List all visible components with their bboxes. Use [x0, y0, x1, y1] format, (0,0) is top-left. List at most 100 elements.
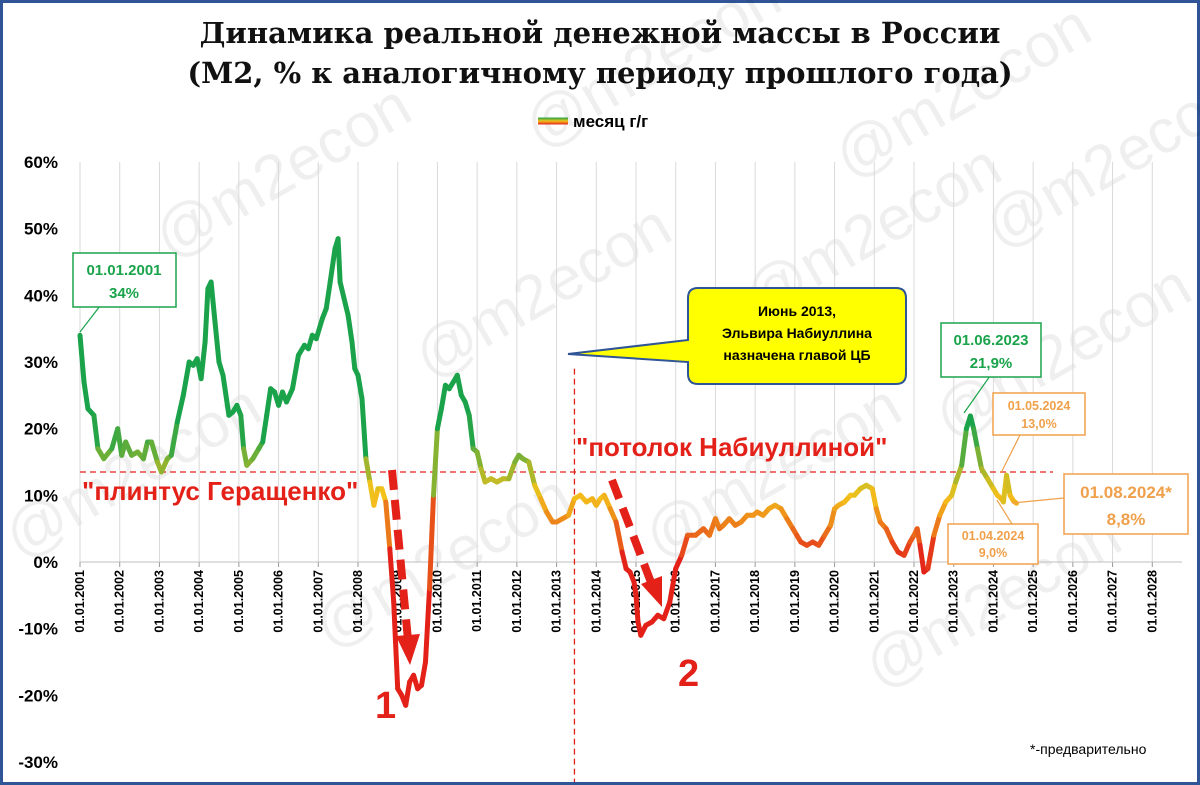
series-segment	[220, 372, 232, 418]
x-tick-label: 01.01.2026	[1066, 570, 1080, 633]
crisis-arrow-2-head	[641, 576, 662, 607]
series-segment	[959, 426, 969, 468]
series-segment	[619, 549, 629, 572]
series-segment	[914, 526, 923, 548]
y-tick-label: 0%	[33, 553, 58, 572]
series-segment	[466, 412, 476, 452]
annotation-2024-05-leader	[1000, 434, 1021, 474]
series-segment	[953, 462, 965, 485]
annotation-2024-04: 01.04.2024 9,0%	[947, 499, 1039, 565]
series-segment	[198, 339, 208, 382]
series-segment	[238, 412, 247, 452]
annotation-2001: 01.01.2001 34%	[72, 252, 177, 333]
series-segment	[168, 419, 180, 458]
y-tick-label: 10%	[24, 486, 58, 505]
x-tick-label: 01.01.2018	[748, 570, 762, 633]
series-segment	[419, 659, 428, 688]
x-tick-label: 01.01.2002	[113, 570, 127, 633]
series-segment	[387, 546, 397, 605]
y-tick-label: -10%	[18, 620, 58, 639]
x-tick-label: 01.01.2008	[351, 570, 365, 633]
crisis-label-2: 2	[678, 653, 699, 695]
callout-line1: Июнь 2013,	[758, 303, 836, 319]
chart-title-line1: Динамика реальной денежной массы в Росси…	[199, 16, 1001, 50]
x-tick-label: 01.01.2024	[986, 570, 1000, 633]
series-segment	[423, 586, 432, 665]
x-tick-label: 01.01.2019	[788, 570, 802, 633]
preliminary-note: *-предварительно	[1030, 741, 1147, 757]
x-tick-label: 01.01.2021	[867, 570, 881, 633]
series-segment	[971, 426, 980, 452]
watermark-text: @m2econ	[143, 71, 423, 273]
x-tick-label: 01.01.2022	[907, 570, 921, 633]
series-segment	[383, 499, 393, 552]
series-segment	[327, 246, 338, 285]
series-segment	[431, 426, 440, 498]
series-month-yoy	[77, 236, 1019, 708]
series-segment	[828, 506, 838, 528]
annotation-2023-leader	[963, 375, 991, 414]
x-tick-label: 01.01.2020	[828, 570, 842, 633]
y-tick-label: 50%	[24, 220, 58, 239]
series-segment	[337, 279, 347, 302]
legend-swatch-fill	[538, 117, 568, 125]
x-tick-label: 01.01.2028	[1145, 570, 1159, 633]
series-segment	[1004, 472, 1013, 498]
series-segment	[975, 446, 984, 472]
annotation-2024-08-box	[1063, 473, 1189, 535]
annotation-2024-05-value: 13,0%	[1021, 417, 1056, 431]
series-segment	[149, 439, 160, 465]
annotation-2001-date: 01.01.2001	[86, 262, 161, 279]
annotation-2023-box	[940, 322, 1042, 378]
chart-title-line2: (М2, % к аналогичному периоду прошлого г…	[187, 56, 1013, 90]
series-segment	[633, 592, 641, 625]
series-segment	[613, 519, 625, 555]
y-tick-label: 40%	[24, 286, 58, 305]
annotation-2024-05-date: 01.05.2024	[1008, 399, 1071, 413]
annotation-2024-08-date: 01.08.2024*	[1080, 483, 1172, 502]
annotation-2001-box	[72, 252, 177, 308]
x-tick-label: 01.01.2011	[470, 570, 484, 632]
annotation-2023: 01.06.2023 21,9%	[940, 322, 1042, 414]
series-segment	[180, 359, 192, 398]
callout-line3: назначена главой ЦБ	[723, 347, 870, 363]
legend: месяц г/г	[538, 112, 648, 131]
legend-label: месяц г/г	[573, 112, 648, 131]
crisis-label-1: 1	[375, 685, 396, 727]
callout-nabiullina: Июнь 2013, Эльвира Набиуллина назначена …	[567, 287, 907, 385]
plintus-label: "плинтус Геращенко"	[82, 476, 358, 506]
annotation-2023-date: 01.06.2023	[953, 332, 1028, 349]
potolok-label: "потолок Набиуллиной"	[576, 432, 888, 462]
series-segment	[931, 512, 943, 538]
series-segment	[345, 312, 355, 345]
series-segment	[355, 372, 365, 402]
y-tick-label: -20%	[18, 686, 58, 705]
series-segment	[363, 456, 373, 485]
series-segment	[667, 566, 679, 605]
annotation-2024-05-box	[992, 392, 1086, 436]
series-segment	[454, 372, 464, 398]
series-segment	[260, 412, 270, 445]
annotation-2024-04-value: 9,0%	[979, 546, 1008, 560]
callout-line2: Эльвира Набиуллина	[722, 325, 872, 341]
y-tick-label: 30%	[24, 353, 58, 372]
annotation-2023-value: 21,9%	[970, 355, 1013, 372]
series-segment	[212, 319, 222, 365]
watermark-text: @m2econ	[403, 191, 683, 393]
x-tick-label: 01.01.2006	[272, 570, 286, 633]
annotation-2024-05: 01.05.2024 13,0%	[992, 392, 1086, 474]
series-segment	[341, 296, 351, 318]
annotation-2001-value: 34%	[109, 285, 139, 302]
x-tick-label: 01.01.2001	[73, 570, 87, 633]
annotation-2024-08-leader	[1011, 497, 1065, 504]
x-tick-label: 01.01.2025	[1026, 570, 1040, 633]
series-segment	[925, 532, 937, 572]
x-tick-label: 01.01.2010	[430, 570, 444, 633]
y-tick-label: -30%	[18, 753, 58, 772]
x-tick-label: 01.01.2012	[510, 570, 524, 633]
series-segment	[474, 449, 484, 472]
series-segment	[313, 316, 325, 342]
series-segment	[264, 386, 274, 418]
series-segment	[359, 396, 369, 462]
